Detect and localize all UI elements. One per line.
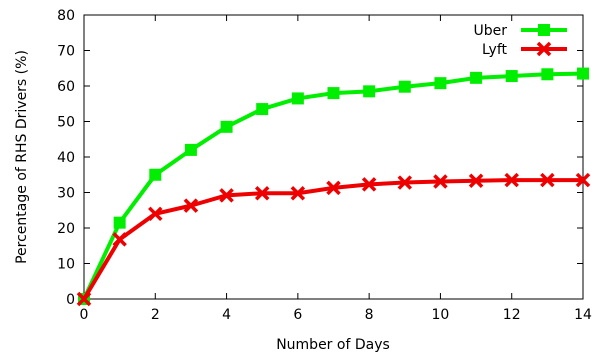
y-tick-label: 10 [57, 257, 75, 273]
x-marker-stroke [433, 174, 448, 189]
axes: 0 2 4 6 8 10 12 14 0 10 20 30 40 50 60 70 80 [57, 8, 592, 323]
x-marker-stroke [397, 175, 413, 190]
lyft-point [326, 180, 341, 196]
x-marker-stroke [575, 172, 591, 188]
x-marker-stroke [183, 198, 199, 213]
legend-label-lyft: Lyft [482, 42, 507, 58]
uber-point [184, 143, 197, 156]
x-tick-label: 6 [293, 307, 302, 323]
x-marker-stroke [361, 177, 377, 192]
lyft-point [575, 172, 591, 188]
x-marker-stroke [112, 232, 127, 247]
x-tick-label: 14 [574, 307, 592, 323]
y-tick-label: 60 [57, 79, 75, 95]
legend-marker-lyft [536, 41, 552, 57]
y-tick-label: 20 [57, 221, 75, 237]
uber-point [577, 67, 589, 80]
lyft-point [361, 177, 377, 192]
series-layer [76, 67, 591, 307]
lyft-point [183, 198, 199, 213]
x-tick-label: 0 [80, 307, 89, 323]
lyft-point [290, 185, 306, 201]
y-tick-label: 40 [57, 150, 75, 166]
lyft-point [540, 172, 555, 188]
y-tick-label: 30 [57, 186, 75, 202]
uber-point [256, 103, 269, 116]
x-marker-stroke [219, 188, 234, 203]
x-marker-stroke [504, 172, 519, 188]
x-marker-stroke [290, 185, 306, 201]
y-tick-label: 50 [57, 115, 75, 131]
lyft-point [254, 185, 270, 201]
x-axis-label: Number of Days [276, 337, 390, 353]
uber-point [327, 87, 340, 100]
uber-point [113, 216, 126, 229]
plot-frame [83, 14, 584, 300]
x-marker-stroke [540, 172, 555, 188]
legend-label-uber: Uber [473, 23, 507, 39]
y-tick-label: 70 [57, 44, 75, 60]
lyft-point [112, 232, 127, 247]
uber-point [470, 71, 483, 84]
y-tick-label: 0 [66, 292, 75, 308]
x-marker-stroke [326, 180, 341, 196]
uber-point [363, 85, 376, 98]
uber-point [291, 92, 304, 105]
x-tick-label: 2 [151, 307, 160, 323]
lyft-point [76, 291, 92, 307]
uber-point [541, 68, 554, 81]
lyft-point [504, 172, 519, 188]
x-tick-label: 12 [503, 307, 521, 323]
y-tick-label: 80 [57, 8, 75, 24]
lyft-point [219, 188, 234, 203]
x-marker-stroke [76, 291, 92, 307]
uber-point [220, 120, 233, 133]
uber-series [78, 67, 589, 305]
uber-point [398, 80, 411, 93]
lyft-point [148, 206, 163, 222]
x-marker-stroke [468, 173, 484, 189]
x-tick-label: 10 [432, 307, 450, 323]
lyft-line [82, 178, 583, 301]
uber-point [505, 70, 518, 83]
x-marker-stroke [254, 185, 270, 201]
lyft-point [397, 175, 413, 190]
lyft-point [468, 173, 484, 189]
x-marker-stroke [536, 41, 552, 57]
lyft-series [76, 172, 591, 307]
lyft-point [433, 174, 448, 189]
legend-marker-uber [538, 24, 550, 36]
x-marker-stroke [148, 206, 163, 222]
legend: Uber Lyft [473, 23, 567, 58]
x-tick-label: 8 [365, 307, 374, 323]
y-axis-label: Percentage of RHS Drivers (%) [14, 50, 30, 264]
x-tick-label: 4 [222, 307, 231, 323]
uber-point [149, 168, 162, 181]
uber-point [434, 77, 447, 90]
